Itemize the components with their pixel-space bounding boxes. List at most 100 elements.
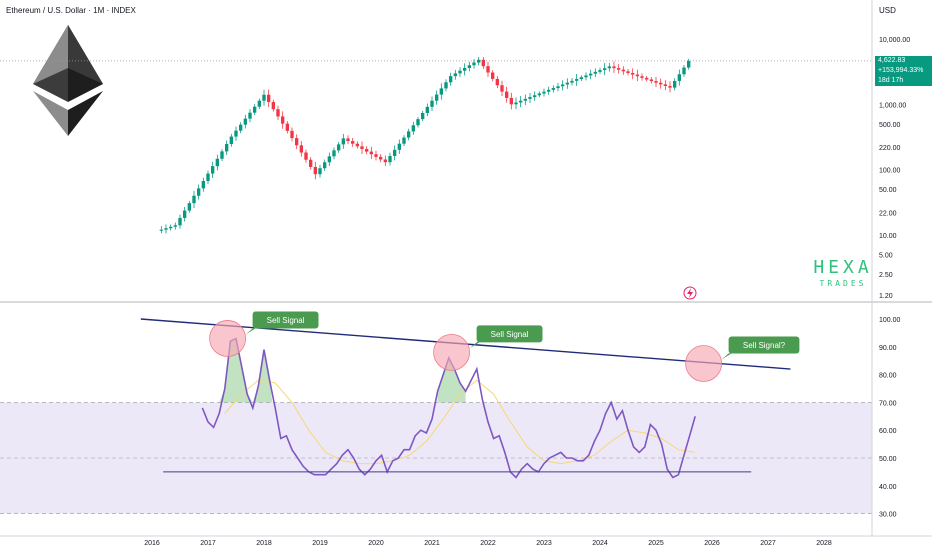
- candle: [355, 143, 360, 147]
- last-price-tag: 4,622.83 +153,994.33% 18d 17h: [875, 56, 932, 86]
- candle: [206, 173, 210, 181]
- candle: [248, 112, 252, 119]
- candle: [518, 100, 523, 103]
- candle: [630, 72, 635, 75]
- axes: 2016 2017 2018 2019 2020 2021 2022 2023 2024 2025…: [144, 37, 910, 547]
- x-tick-label: 2018: [256, 540, 272, 547]
- candle: [649, 79, 654, 82]
- candle: [476, 59, 481, 63]
- candle: [192, 195, 196, 204]
- candle: [304, 152, 308, 160]
- candle: [318, 168, 322, 175]
- rsi-tick-label: 50.00: [879, 456, 897, 463]
- rsi-pane: [0, 318, 872, 514]
- candle: [369, 151, 374, 155]
- signal-circle: [209, 320, 247, 357]
- candle: [243, 118, 248, 125]
- candle: [406, 131, 411, 138]
- callout-pointer: [721, 351, 735, 360]
- candle: [416, 119, 420, 126]
- candle: [565, 82, 570, 85]
- candle: [472, 62, 476, 66]
- x-tick-label: 2019: [312, 540, 328, 547]
- candle: [588, 73, 593, 76]
- rsi-tick-label: 90.00: [879, 345, 897, 352]
- candle: [537, 93, 542, 96]
- candle: [341, 138, 346, 145]
- price-tick-label: 50.00: [879, 187, 897, 194]
- callout-pointer: [469, 340, 483, 349]
- candle: [215, 158, 220, 167]
- candle: [364, 148, 369, 152]
- candle: [584, 75, 588, 78]
- rsi-tick-label: 100.00: [879, 317, 901, 324]
- currency-label: USD: [879, 6, 896, 15]
- candle: [490, 72, 495, 79]
- candle: [612, 66, 616, 69]
- candle: [607, 66, 612, 69]
- candle: [210, 166, 215, 174]
- candle: [168, 226, 173, 229]
- candle: [528, 97, 532, 99]
- signal-label: Sell Signal: [267, 316, 305, 325]
- candle: [229, 136, 234, 144]
- rsi-tick-label: 80.00: [879, 373, 897, 380]
- chart-title: Ethereum / U.S. Dollar · 1M · INDEX: [6, 6, 136, 15]
- price-tick-label: 500.00: [879, 122, 901, 129]
- candle: [411, 125, 416, 132]
- candle: [504, 91, 509, 98]
- price-pane: [0, 56, 872, 234]
- price-tick-label: 22.00: [879, 211, 897, 218]
- candle: [626, 71, 630, 73]
- candle: [682, 67, 686, 75]
- candle: [378, 156, 383, 160]
- signal-box: [728, 336, 800, 354]
- candle: [290, 130, 294, 139]
- candle: [420, 112, 425, 120]
- candle: [570, 80, 574, 83]
- candle: [285, 123, 290, 131]
- candle: [467, 65, 472, 68]
- candle: [458, 70, 462, 74]
- signal-box: [252, 311, 319, 329]
- price-tick-label: 2.50: [879, 272, 893, 279]
- price-change: +153,994.33%: [878, 67, 924, 74]
- price-tick-label: 1,000.00: [879, 102, 906, 109]
- candle: [388, 156, 392, 163]
- candle: [486, 66, 490, 73]
- candle: [294, 138, 299, 146]
- candle: [313, 166, 318, 175]
- candle: [546, 89, 551, 92]
- candle: [654, 81, 658, 83]
- candle: [500, 85, 504, 92]
- signal-box: [476, 325, 543, 343]
- last-price: 4,622.83: [878, 57, 906, 64]
- candle: [430, 100, 434, 107]
- candle: [677, 74, 682, 81]
- candle: [532, 95, 537, 98]
- candle: [598, 70, 602, 72]
- candle: [668, 85, 672, 88]
- candle: [271, 101, 276, 110]
- candle: [322, 162, 327, 169]
- candle: [514, 102, 518, 105]
- candle: [374, 154, 378, 157]
- price-tick-label: 220.00: [879, 145, 901, 152]
- candle: [252, 106, 257, 113]
- brand-sub: TRADES: [819, 279, 867, 288]
- candle: [579, 77, 584, 80]
- candle: [481, 59, 486, 67]
- candle: [402, 137, 406, 144]
- rsi-tick-label: 60.00: [879, 428, 897, 435]
- candle: [640, 76, 644, 78]
- x-tick-label: 2017: [200, 540, 216, 547]
- annotations: Sell Signal Sell Signal Sell Signal?: [209, 311, 800, 382]
- candle: [327, 156, 332, 163]
- candle: [276, 109, 280, 117]
- brand-word: HEXA: [813, 257, 873, 278]
- candle: [551, 88, 556, 90]
- candle: [234, 130, 238, 137]
- lightning-icon[interactable]: [683, 286, 697, 300]
